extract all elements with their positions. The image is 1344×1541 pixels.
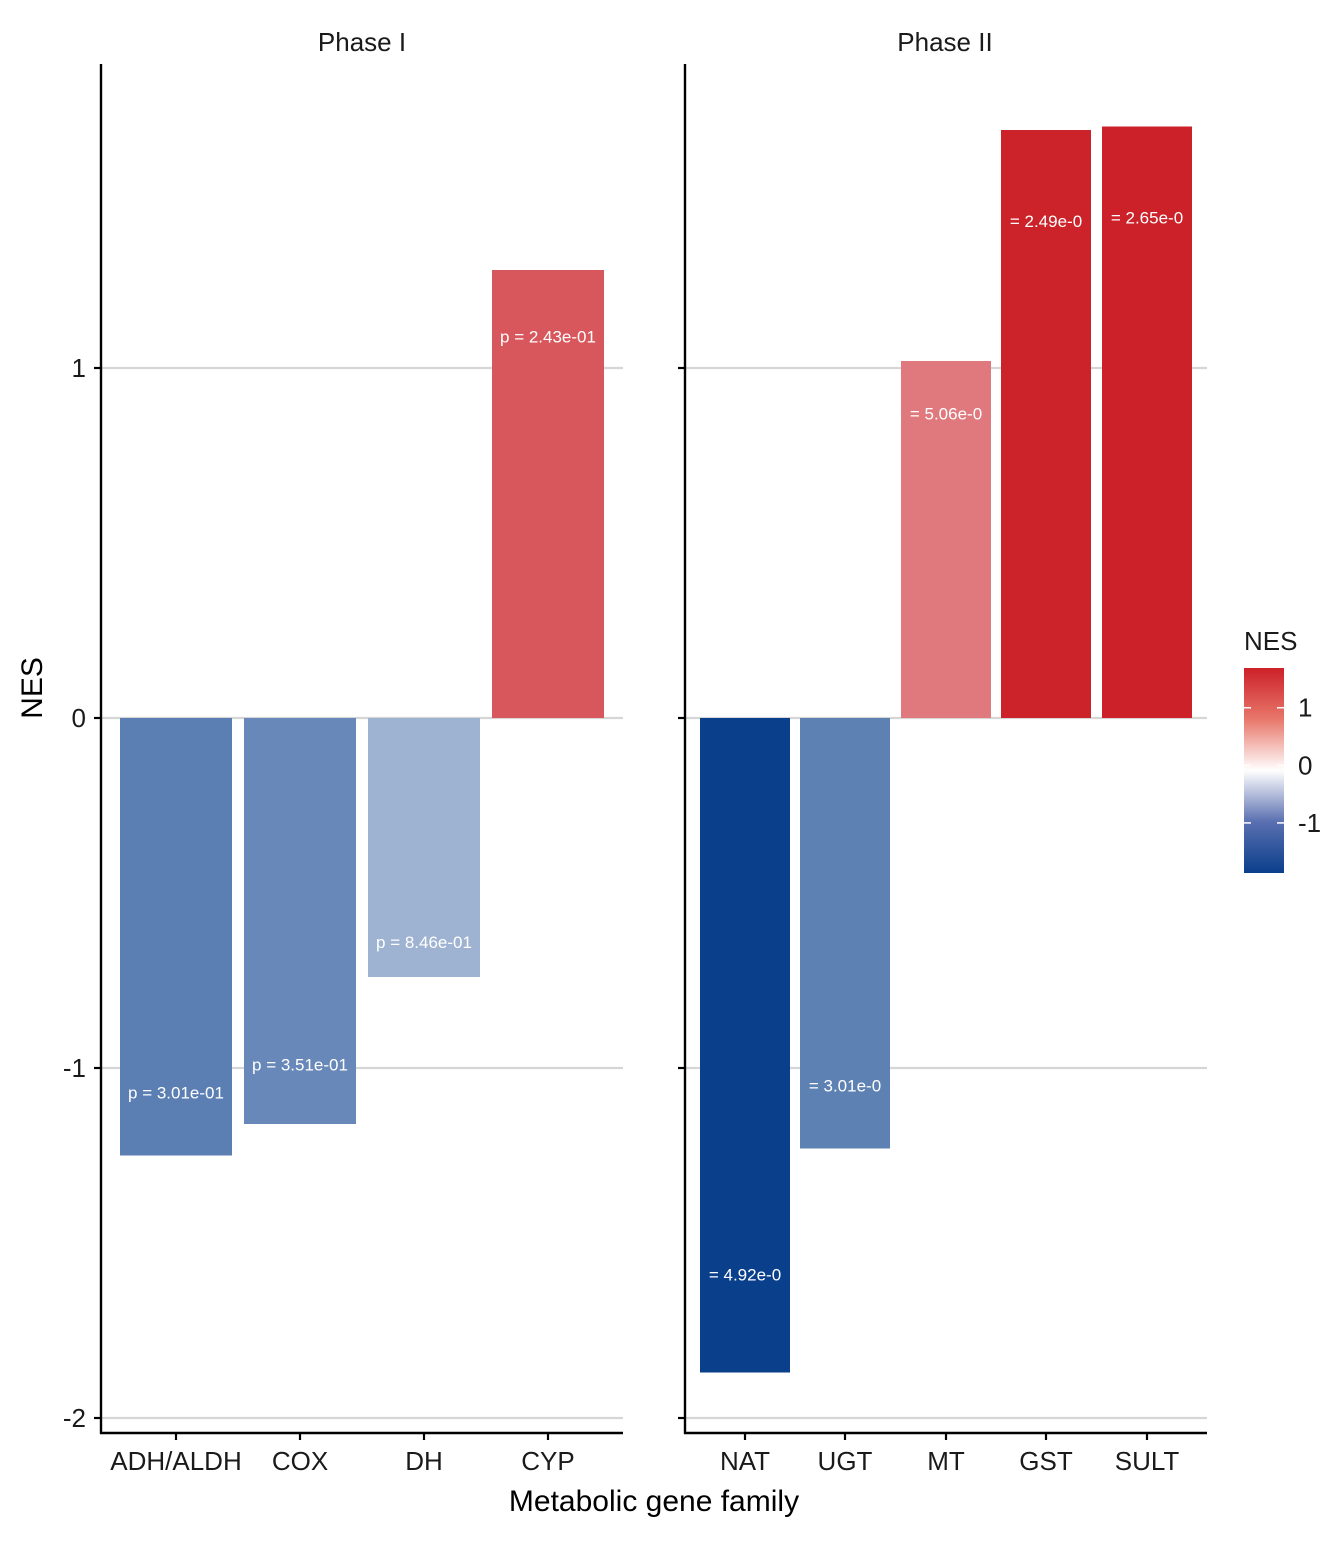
panel-title: Phase I <box>318 27 406 57</box>
panel-phase-1: p = 3.01e-01 p = 3.51e-01 p = 8.46e-01 p = … <box>63 27 623 1476</box>
y-tick-label: 1 <box>72 353 86 383</box>
x-tick-label: MT <box>927 1446 965 1476</box>
bar <box>700 718 790 1373</box>
x-tick-label: CYP <box>521 1446 574 1476</box>
legend-title: NES <box>1244 626 1297 656</box>
bar <box>492 270 604 718</box>
bar-pvalue-label: p = 8.46e-01 <box>376 933 472 952</box>
x-tick-label: COX <box>272 1446 328 1476</box>
bar-pvalue-label: = 4.92e-0 <box>709 1266 781 1285</box>
bar-pvalue-label: p = 2.43e-01 <box>500 328 596 347</box>
bar <box>368 718 480 977</box>
x-tick-label: DH <box>405 1446 443 1476</box>
x-tick-label: GST <box>1019 1446 1073 1476</box>
bar <box>244 718 356 1124</box>
bar <box>1001 130 1091 718</box>
bar-pvalue-label: p = 3.51e-01 <box>252 1056 348 1075</box>
bar-pvalue-label: = 3.01e-0 <box>809 1077 881 1096</box>
x-axis-title: Metabolic gene family <box>509 1485 799 1518</box>
panel-title: Phase II <box>897 27 992 57</box>
bar-pvalue-label: = 5.06e-0 <box>910 405 982 424</box>
legend-break-label: 1 <box>1298 693 1312 723</box>
x-tick-label: ADH/ALDH <box>110 1446 241 1476</box>
bar <box>901 361 991 718</box>
x-tick-label: SULT <box>1115 1446 1180 1476</box>
bar <box>120 718 232 1156</box>
y-tick-label: -2 <box>63 1403 86 1433</box>
y-tick-label: -1 <box>63 1053 86 1083</box>
bar <box>1102 126 1192 718</box>
legend-colorbar <box>1244 668 1284 873</box>
bar <box>800 718 890 1149</box>
color-legend: NES 1 0 -1 <box>1244 626 1321 873</box>
bar-pvalue-label: p = 3.01e-01 <box>128 1084 224 1103</box>
x-tick-label: UGT <box>818 1446 873 1476</box>
y-tick-label: 0 <box>72 703 86 733</box>
legend-break-label: -1 <box>1298 808 1321 838</box>
bar-pvalue-label: = 2.65e-0 <box>1111 209 1183 228</box>
panel-phase-2: = 4.92e-0 = 3.01e-0 = 5.06e-0 = 2.49e-0 = 2.… <box>678 27 1207 1476</box>
legend-break-label: 0 <box>1298 750 1312 780</box>
bar-pvalue-label: = 2.49e-0 <box>1010 212 1082 231</box>
x-tick-label: NAT <box>720 1446 770 1476</box>
y-axis-title: NES <box>16 657 49 719</box>
